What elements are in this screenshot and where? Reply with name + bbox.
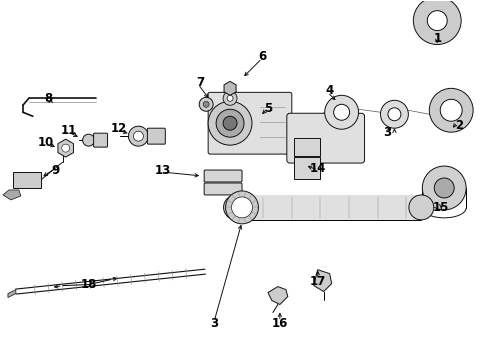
Text: 18: 18 [80, 278, 97, 291]
Text: 3: 3 [210, 317, 218, 330]
FancyBboxPatch shape [94, 133, 107, 147]
Text: 15: 15 [433, 201, 449, 215]
Circle shape [325, 95, 359, 129]
Text: 17: 17 [310, 275, 326, 288]
Polygon shape [314, 270, 332, 292]
Polygon shape [268, 287, 288, 305]
Text: 13: 13 [154, 163, 171, 176]
Text: 3: 3 [383, 126, 392, 139]
Circle shape [440, 99, 462, 121]
Polygon shape [58, 139, 74, 157]
Circle shape [414, 0, 461, 45]
Circle shape [133, 131, 144, 141]
Polygon shape [3, 190, 21, 200]
Text: 10: 10 [38, 136, 54, 149]
Circle shape [429, 88, 473, 132]
Circle shape [208, 101, 252, 145]
FancyBboxPatch shape [294, 138, 319, 156]
FancyBboxPatch shape [204, 183, 242, 195]
FancyBboxPatch shape [13, 172, 41, 188]
Text: 9: 9 [51, 163, 60, 176]
Circle shape [422, 166, 466, 210]
FancyBboxPatch shape [287, 113, 365, 163]
Circle shape [409, 195, 434, 220]
Circle shape [427, 11, 447, 31]
FancyBboxPatch shape [238, 195, 421, 220]
Circle shape [223, 116, 237, 130]
Circle shape [380, 100, 408, 128]
Circle shape [223, 195, 248, 220]
Circle shape [62, 144, 70, 152]
Circle shape [232, 197, 252, 218]
Text: 2: 2 [455, 119, 463, 132]
Text: 4: 4 [325, 84, 334, 97]
Circle shape [227, 95, 233, 101]
FancyBboxPatch shape [208, 92, 292, 154]
Text: 11: 11 [61, 124, 77, 137]
Text: 5: 5 [264, 102, 272, 115]
Text: 6: 6 [258, 50, 266, 63]
Circle shape [203, 101, 209, 107]
Circle shape [199, 97, 213, 111]
Circle shape [223, 91, 237, 105]
Circle shape [434, 178, 454, 198]
FancyBboxPatch shape [294, 157, 319, 179]
Text: 12: 12 [110, 122, 126, 135]
Polygon shape [8, 289, 16, 298]
Circle shape [388, 108, 401, 121]
Circle shape [334, 104, 349, 120]
Circle shape [225, 191, 258, 224]
Text: 16: 16 [271, 317, 288, 330]
Text: 8: 8 [45, 92, 53, 105]
Polygon shape [224, 81, 236, 95]
Circle shape [83, 134, 95, 146]
FancyBboxPatch shape [204, 170, 242, 182]
Text: 7: 7 [196, 76, 204, 89]
Circle shape [216, 109, 244, 137]
Text: 1: 1 [433, 32, 441, 45]
Text: 14: 14 [310, 162, 326, 175]
FancyBboxPatch shape [147, 128, 165, 144]
Circle shape [128, 126, 148, 146]
